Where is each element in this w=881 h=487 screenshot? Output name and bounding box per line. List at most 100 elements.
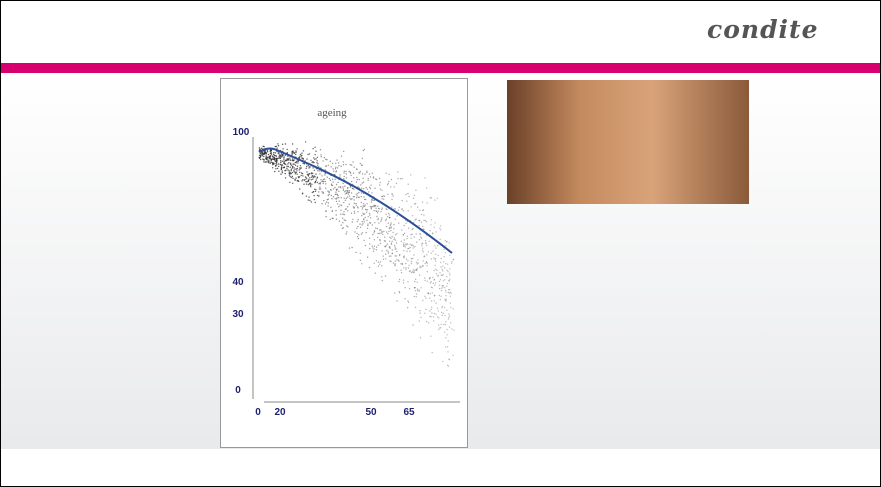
- scatter-dot: [314, 154, 316, 156]
- scatter-dot: [437, 254, 439, 257]
- scatter-dot: [435, 302, 437, 304]
- scatter-dot: [353, 207, 355, 209]
- scatter-dot: [316, 194, 319, 197]
- scatter-dot: [426, 271, 428, 273]
- scatter-dot: [338, 190, 340, 192]
- scatter-dot: [365, 186, 367, 189]
- scatter-dot: [393, 208, 395, 210]
- scatter-dot: [369, 247, 371, 250]
- scatter-dot: [272, 156, 274, 159]
- scatter-dot: [293, 169, 295, 171]
- scatter-dot: [429, 293, 431, 295]
- scatter-dot: [407, 247, 409, 250]
- scatter-dot: [334, 198, 336, 200]
- scatter-dot: [371, 199, 374, 201]
- scatter-dot: [405, 268, 407, 270]
- scatter-dot: [277, 143, 279, 145]
- scatter-dot: [340, 209, 342, 211]
- scatter-dot: [430, 316, 432, 318]
- scatter-dot: [404, 287, 406, 289]
- scatter-dot: [343, 211, 345, 213]
- scatter-dot: [372, 177, 375, 179]
- scatter-dot: [366, 170, 368, 172]
- x-tick-label: 0: [255, 407, 261, 418]
- scatter-dot: [393, 228, 395, 230]
- scatter-dot: [381, 207, 383, 209]
- scatter-dot: [434, 222, 436, 224]
- scatter-dot: [330, 166, 332, 168]
- scatter-dot: [448, 315, 451, 317]
- scatter-dot: [368, 191, 370, 193]
- scatter-dot: [324, 203, 327, 205]
- scatter-dot: [345, 233, 347, 235]
- scatter-dot: [443, 306, 446, 309]
- scatter-dot: [358, 191, 360, 194]
- scatter-dot: [361, 224, 363, 226]
- scatter-dot: [262, 152, 264, 154]
- scatter-dot: [324, 174, 326, 176]
- scatter-dot: [306, 165, 308, 168]
- scatter-dot: [430, 219, 432, 221]
- scatter-dot: [342, 222, 344, 224]
- scatter-dot: [432, 232, 434, 235]
- scatter-dot: [366, 219, 368, 222]
- scatter-dot: [424, 279, 426, 282]
- scatter-dot: [347, 226, 349, 228]
- scatter-dot: [420, 213, 423, 216]
- scatter-dot: [298, 157, 301, 159]
- scatter-dot: [322, 178, 325, 181]
- scatter-dot: [444, 289, 447, 292]
- scatter-dot: [311, 175, 314, 177]
- scatter-dot: [355, 251, 357, 254]
- scatter-dot: [298, 176, 301, 178]
- scatter-dot: [315, 179, 317, 181]
- scatter-dot: [448, 313, 450, 315]
- scatter-dot: [390, 178, 393, 181]
- scatter-dot: [419, 310, 421, 312]
- scatter-dot: [358, 234, 360, 236]
- scatter-dot: [409, 246, 411, 249]
- scatter-dot: [371, 205, 374, 208]
- scatter-dot: [339, 174, 341, 176]
- scatter-dot: [411, 271, 414, 273]
- scatter-dot: [395, 182, 398, 185]
- scatter-dot: [390, 242, 393, 244]
- scatter-dot: [447, 318, 450, 320]
- scatter-dot: [353, 210, 356, 213]
- scatter-dot: [299, 188, 301, 190]
- scatter-dot: [297, 160, 299, 162]
- scatter-dot: [334, 178, 336, 180]
- scatter-dot: [290, 173, 292, 175]
- scatter-dot: [403, 242, 405, 244]
- scatter-dot: [289, 181, 291, 184]
- scatter-dot: [386, 208, 388, 211]
- scatter-dot: [398, 206, 400, 208]
- scatter-dot: [374, 187, 376, 189]
- scatter-dot: [288, 172, 291, 175]
- scatter-dot: [447, 364, 449, 366]
- scatter-dot: [367, 216, 369, 218]
- scatter-dot: [377, 265, 380, 267]
- scatter-dot: [429, 315, 431, 317]
- scatter-dot: [398, 278, 401, 281]
- scatter-dot: [379, 238, 381, 241]
- scatter-dot: [309, 177, 311, 179]
- scatter-dot: [363, 218, 365, 220]
- scatter-dot: [325, 201, 328, 203]
- scatter-dot: [345, 208, 347, 210]
- scatter-dot: [413, 254, 415, 256]
- scatter-dot: [402, 244, 405, 246]
- scatter-dot: [449, 291, 452, 294]
- scatter-dot: [337, 195, 339, 197]
- scatter-dot: [390, 255, 392, 257]
- scatter-dot: [383, 195, 385, 197]
- scatter-dot: [403, 224, 405, 227]
- scatter-dot: [289, 157, 291, 159]
- scatter-dot: [299, 153, 302, 156]
- scatter-dot: [418, 290, 420, 292]
- scatter-dot: [442, 286, 444, 288]
- scatter-dot: [315, 173, 317, 175]
- scatter-dot: [419, 233, 421, 235]
- scatter-dot: [401, 262, 404, 265]
